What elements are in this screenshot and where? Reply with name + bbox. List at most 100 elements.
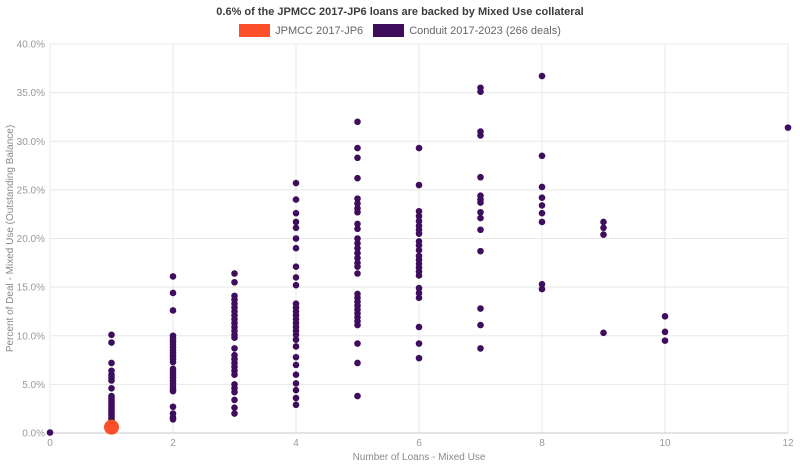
- data-point-conduit: [354, 174, 361, 182]
- data-point-conduit: [415, 289, 423, 297]
- data-point-conduit: [108, 377, 115, 384]
- data-point-conduit: [354, 225, 361, 233]
- data-point-conduit: [292, 263, 300, 271]
- data-point-conduit: [231, 270, 238, 277]
- data-point-conduit: [538, 194, 546, 201]
- data-point-conduit: [600, 224, 607, 232]
- legend-swatch-jpmcc: [239, 24, 271, 37]
- data-point-conduit: [477, 305, 484, 312]
- data-point-conduit: [415, 181, 423, 189]
- data-point-conduit: [477, 199, 484, 206]
- data-point-conduit: [415, 340, 423, 347]
- data-point-conduit: [477, 321, 484, 329]
- data-point-conduit: [354, 321, 361, 329]
- data-point-conduit: [415, 144, 423, 152]
- y-tick-label: 5.0%: [22, 380, 45, 391]
- legend: JPMCC 2017-JP6 Conduit 2017-2023 (266 de…: [0, 24, 800, 37]
- data-point-conduit: [354, 200, 361, 207]
- y-tick-label: 15.0%: [17, 283, 45, 294]
- data-point-conduit: [415, 212, 423, 220]
- data-point-conduit: [354, 359, 361, 367]
- data-point-conduit: [292, 401, 300, 409]
- chart-title: 0.6% of the JPMCC 2017-JP6 loans are bac…: [216, 6, 584, 18]
- x-tick-label: 12: [782, 438, 794, 449]
- data-point-conduit: [661, 328, 669, 336]
- data-point-conduit: [292, 343, 300, 350]
- data-point-conduit: [354, 220, 361, 228]
- legend-item-conduit: Conduit 2017-2023 (266 deals): [373, 24, 561, 37]
- y-tick-label: 30.0%: [17, 137, 45, 148]
- data-point-conduit: [354, 392, 361, 400]
- data-point-conduit: [415, 207, 423, 215]
- data-point-conduit: [415, 354, 423, 362]
- data-point-conduit: [600, 231, 607, 238]
- data-point-conduit: [108, 331, 115, 339]
- y-tick-label: 0.0%: [22, 429, 45, 440]
- data-point-conduit: [538, 183, 546, 191]
- data-point-conduit: [354, 195, 361, 202]
- y-tick-label: 40.0%: [17, 40, 45, 51]
- data-point-conduit: [169, 387, 177, 395]
- data-point-conduit: [354, 118, 361, 126]
- data-point-conduit: [415, 242, 423, 249]
- data-point-conduit: [292, 394, 300, 402]
- data-point-conduit: [292, 281, 300, 289]
- data-point-conduit: [477, 88, 484, 95]
- data-point-conduit: [415, 284, 423, 292]
- data-point-conduit: [231, 345, 238, 352]
- data-point-conduit: [784, 124, 792, 131]
- data-point-conduit: [169, 273, 177, 280]
- y-tick-label: 20.0%: [17, 234, 45, 245]
- data-point-conduit: [538, 280, 546, 288]
- data-point-conduit: [354, 154, 361, 162]
- data-point-conduit: [477, 173, 484, 181]
- data-point-conduit: [231, 278, 238, 286]
- data-point-conduit: [415, 323, 423, 331]
- x-tick-label: 10: [659, 438, 671, 449]
- data-point-conduit: [477, 345, 484, 352]
- data-point-conduit: [354, 240, 361, 247]
- data-point-conduit: [354, 244, 361, 252]
- data-point-conduit: [169, 403, 177, 411]
- data-point-jpmcc: [104, 419, 119, 435]
- data-point-conduit: [231, 396, 238, 404]
- data-point-conduit: [292, 336, 300, 343]
- data-point-conduit: [46, 429, 54, 436]
- data-point-conduit: [169, 307, 177, 314]
- y-tick-label: 25.0%: [17, 185, 45, 196]
- data-point-conduit: [292, 361, 300, 369]
- data-point-conduit: [354, 263, 361, 271]
- data-point-conduit: [292, 274, 300, 281]
- data-point-conduit: [477, 247, 484, 255]
- data-point-conduit: [231, 371, 238, 378]
- data-point-conduit: [231, 334, 238, 341]
- data-point-conduit: [292, 179, 300, 187]
- data-point-conduit: [292, 353, 300, 361]
- data-point-conduit: [415, 230, 423, 237]
- x-tick-label: 2: [170, 438, 176, 449]
- y-tick-label: 35.0%: [17, 88, 45, 99]
- data-point-conduit: [169, 289, 177, 297]
- data-point-conduit: [354, 144, 361, 152]
- data-point-conduit: [108, 384, 115, 392]
- data-point-conduit: [231, 410, 238, 417]
- data-point-conduit: [231, 388, 238, 396]
- data-point-conduit: [292, 196, 300, 203]
- x-tick-label: 0: [47, 438, 53, 449]
- data-point-conduit: [292, 218, 300, 226]
- data-point-conduit: [538, 218, 546, 226]
- x-tick-label: 8: [539, 438, 545, 449]
- x-tick-label: 4: [293, 438, 299, 449]
- data-point-conduit: [292, 209, 300, 217]
- data-point-conduit: [354, 249, 361, 257]
- data-point-conduit: [292, 235, 300, 242]
- data-point-conduit: [292, 331, 300, 339]
- data-point-conduit: [477, 226, 484, 234]
- data-point-conduit: [108, 339, 115, 346]
- legend-swatch-conduit: [373, 24, 405, 37]
- data-point-conduit: [415, 217, 423, 225]
- data-point-conduit: [169, 358, 177, 366]
- data-point-conduit: [354, 340, 361, 347]
- data-point-conduit: [538, 152, 546, 160]
